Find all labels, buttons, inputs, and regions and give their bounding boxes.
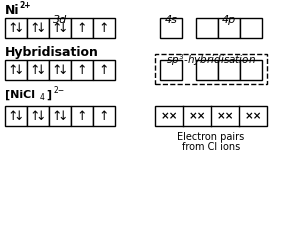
Bar [5, 18, 27, 38]
Text: ↓: ↓ [14, 110, 24, 122]
Text: Ni: Ni [5, 4, 20, 17]
Text: ↓: ↓ [58, 110, 68, 122]
Text: 4: 4 [40, 93, 45, 102]
Bar [196, 60, 218, 80]
Text: ××: ×× [160, 111, 178, 121]
Text: 2−: 2− [53, 86, 64, 95]
Text: ××: ×× [216, 111, 234, 121]
Text: ××: ×× [244, 111, 262, 121]
Text: ↑: ↑ [30, 21, 40, 35]
Bar [218, 18, 240, 38]
Bar [71, 106, 93, 126]
Bar [93, 60, 115, 80]
Text: ↑: ↑ [99, 110, 109, 122]
Bar [27, 18, 49, 38]
Text: 2+: 2+ [19, 1, 31, 10]
Text: ↑: ↑ [30, 63, 40, 77]
Text: ↓: ↓ [36, 21, 46, 35]
Text: ↓: ↓ [14, 63, 24, 77]
Bar [27, 60, 49, 80]
Bar [5, 106, 27, 126]
Bar [160, 60, 182, 80]
Text: 3d: 3d [53, 15, 67, 25]
Text: ↑: ↑ [52, 21, 62, 35]
Text: ↓: ↓ [36, 63, 46, 77]
Text: ↑: ↑ [8, 110, 18, 122]
Text: ]: ] [46, 90, 51, 100]
Text: Electron pairs: Electron pairs [177, 132, 245, 142]
Bar [5, 60, 27, 80]
Bar [155, 54, 267, 84]
Text: ↑: ↑ [77, 21, 87, 35]
Text: ↓: ↓ [36, 110, 46, 122]
Bar [218, 60, 240, 80]
Bar [240, 60, 262, 80]
Bar [27, 106, 49, 126]
Bar [49, 18, 71, 38]
Text: 4s: 4s [165, 15, 178, 25]
Bar [71, 60, 93, 80]
Bar [71, 18, 93, 38]
Text: ↑: ↑ [77, 63, 87, 77]
Text: Hybridisation: Hybridisation [5, 46, 99, 59]
Text: ↑: ↑ [77, 110, 87, 122]
Text: ↑: ↑ [99, 63, 109, 77]
Text: [NiCl: [NiCl [5, 90, 35, 100]
Bar [49, 106, 71, 126]
Text: $\it{sp}^3$-hybridisation: $\it{sp}^3$-hybridisation [166, 52, 256, 68]
Bar [93, 18, 115, 38]
Text: ↑: ↑ [99, 21, 109, 35]
Text: ↓: ↓ [14, 21, 24, 35]
Bar [155, 106, 267, 126]
Bar [93, 106, 115, 126]
Text: ××: ×× [188, 111, 206, 121]
Text: ↑: ↑ [30, 110, 40, 122]
Bar [160, 18, 182, 38]
Text: 4p: 4p [222, 15, 236, 25]
Bar [196, 18, 218, 38]
Text: ↑: ↑ [52, 110, 62, 122]
Text: ↓: ↓ [58, 21, 68, 35]
Text: from Cl ions: from Cl ions [182, 142, 240, 152]
Text: ↓: ↓ [58, 63, 68, 77]
Text: ↑: ↑ [8, 21, 18, 35]
Bar [49, 60, 71, 80]
Text: ↑: ↑ [8, 63, 18, 77]
Text: ↑: ↑ [52, 63, 62, 77]
Bar [240, 18, 262, 38]
